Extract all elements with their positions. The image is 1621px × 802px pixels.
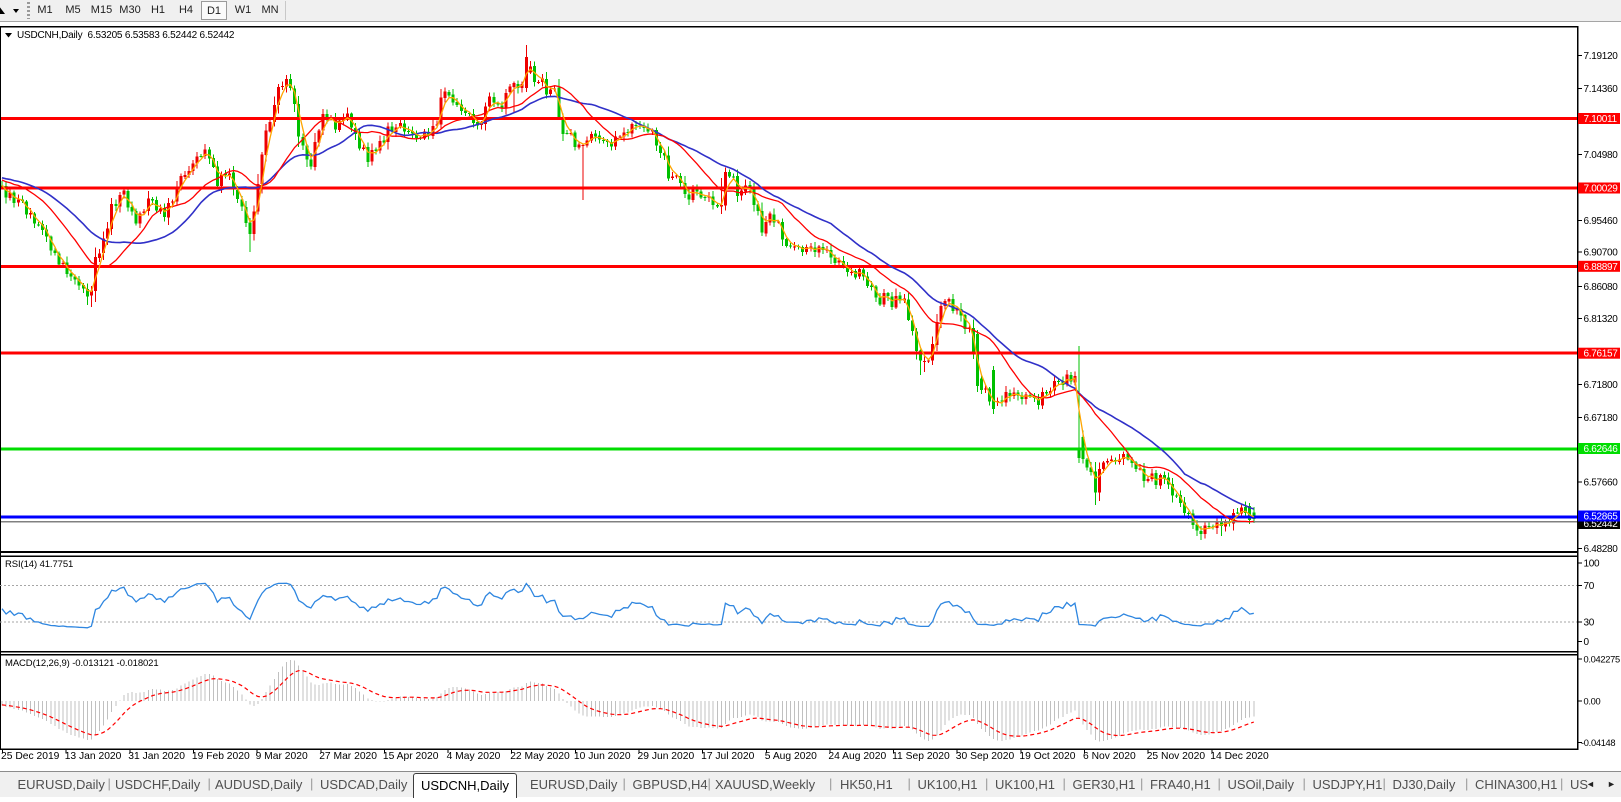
svg-text:7.10011: 7.10011 [1584, 114, 1618, 125]
svg-text:14 Dec 2020: 14 Dec 2020 [1210, 751, 1269, 762]
svg-text:100: 100 [1584, 559, 1601, 570]
svg-text:7.00029: 7.00029 [1584, 184, 1619, 195]
svg-text:31 Jan 2020: 31 Jan 2020 [128, 751, 185, 762]
svg-text:7.14360: 7.14360 [1584, 84, 1619, 95]
svg-text:9 Mar 2020: 9 Mar 2020 [256, 751, 308, 762]
svg-text:RSI(14) 41.7751: RSI(14) 41.7751 [5, 559, 73, 570]
svg-text:25 Nov 2020: 25 Nov 2020 [1147, 751, 1206, 762]
svg-text:MACD(12,26,9) -0.013121 -0.018: MACD(12,26,9) -0.013121 -0.018021 [5, 658, 159, 669]
svg-text:0.00: 0.00 [1584, 697, 1601, 707]
svg-text:25 Dec 2019: 25 Dec 2019 [1, 751, 60, 762]
svg-text:7.19120: 7.19120 [1584, 51, 1619, 62]
svg-text:6.71800: 6.71800 [1584, 380, 1619, 391]
svg-text:15 Apr 2020: 15 Apr 2020 [383, 751, 439, 762]
svg-text:6.95460: 6.95460 [1584, 216, 1619, 227]
svg-text:19 Oct 2020: 19 Oct 2020 [1019, 751, 1075, 762]
svg-text:7.04980: 7.04980 [1584, 150, 1619, 161]
svg-text:30: 30 [1584, 618, 1595, 629]
svg-text:6.88897: 6.88897 [1584, 262, 1619, 273]
svg-text:6 Nov 2020: 6 Nov 2020 [1083, 751, 1136, 762]
svg-text:24 Aug 2020: 24 Aug 2020 [828, 751, 886, 762]
svg-text:5 Aug 2020: 5 Aug 2020 [765, 751, 817, 762]
svg-text:70: 70 [1584, 581, 1595, 592]
svg-text:11 Sep 2020: 11 Sep 2020 [892, 751, 950, 762]
svg-text:4 May 2020: 4 May 2020 [447, 751, 501, 762]
svg-text:10 Jun 2020: 10 Jun 2020 [574, 751, 631, 762]
svg-text:13 Jan 2020: 13 Jan 2020 [65, 751, 122, 762]
svg-text:30 Sep 2020: 30 Sep 2020 [956, 751, 1015, 762]
svg-text:6.81320: 6.81320 [1584, 314, 1619, 325]
svg-text:29 Jun 2020: 29 Jun 2020 [638, 751, 695, 762]
svg-text:22 May 2020: 22 May 2020 [510, 751, 570, 762]
svg-text:19 Feb 2020: 19 Feb 2020 [192, 751, 250, 762]
svg-text:6.52442: 6.52442 [1584, 519, 1619, 530]
svg-text:27 Mar 2020: 27 Mar 2020 [319, 751, 377, 762]
svg-text:6.62646: 6.62646 [1584, 444, 1619, 455]
svg-text:6.76157: 6.76157 [1584, 349, 1619, 360]
svg-text:6.67180: 6.67180 [1584, 413, 1619, 424]
svg-text:0.042275: 0.042275 [1584, 655, 1621, 665]
svg-text:USDCNH,Daily 6.53205 6.53583: USDCNH,Daily 6.53205 6.53583 6.52442 6.5… [17, 30, 235, 41]
svg-text:-0.04148: -0.04148 [1581, 738, 1615, 748]
svg-text:6.90700: 6.90700 [1584, 248, 1619, 259]
svg-text:0: 0 [1584, 637, 1590, 648]
svg-text:6.48280: 6.48280 [1584, 544, 1619, 555]
svg-text:17 Jul 2020: 17 Jul 2020 [701, 751, 755, 762]
svg-text:6.52865: 6.52865 [1584, 512, 1619, 523]
svg-text:6.57660: 6.57660 [1584, 478, 1619, 489]
svg-text:6.86080: 6.86080 [1584, 282, 1619, 293]
